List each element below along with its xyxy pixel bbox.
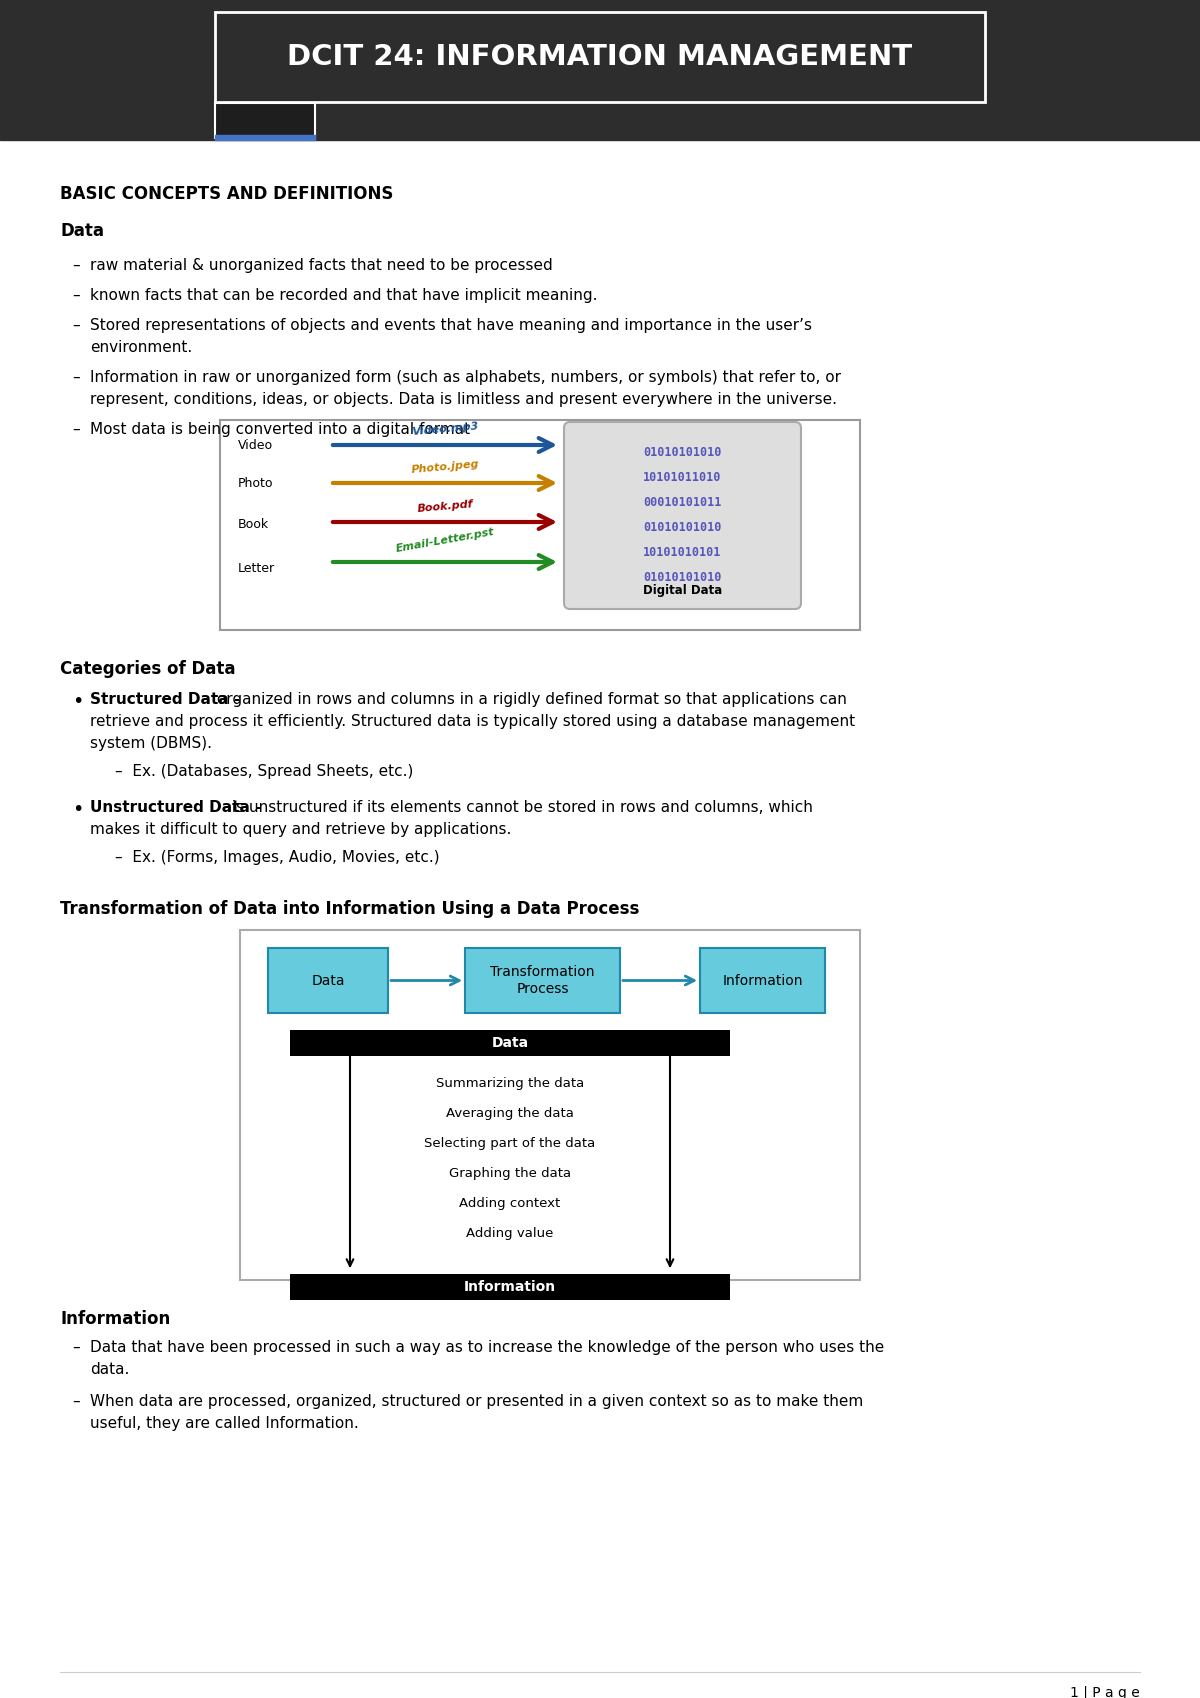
Bar — [240, 931, 860, 1280]
Text: 10101011010: 10101011010 — [643, 470, 721, 484]
Text: Video: Video — [238, 438, 274, 452]
Text: Graphing the data: Graphing the data — [449, 1168, 571, 1180]
Text: Information: Information — [464, 1280, 556, 1294]
Text: Digital Data: Digital Data — [643, 584, 722, 598]
Bar — [290, 1274, 730, 1301]
Text: Categories of Data: Categories of Data — [60, 661, 235, 678]
Text: Data: Data — [60, 222, 104, 239]
Text: Data: Data — [492, 1036, 528, 1049]
Text: •: • — [72, 800, 83, 818]
Text: retrieve and process it efficiently. Structured data is typically stored using a: retrieve and process it efficiently. Str… — [90, 713, 856, 728]
Text: data.: data. — [90, 1362, 130, 1377]
Text: Transformation of Data into Information Using a Data Process: Transformation of Data into Information … — [60, 900, 640, 919]
Text: Information in raw or unorganized form (such as alphabets, numbers, or symbols) : Information in raw or unorganized form (… — [90, 370, 841, 385]
Text: –: – — [72, 258, 79, 273]
Text: known facts that can be recorded and that have implicit meaning.: known facts that can be recorded and tha… — [90, 289, 598, 302]
Text: Structured Data -: Structured Data - — [90, 693, 240, 706]
Text: 1 | P a g e: 1 | P a g e — [1070, 1684, 1140, 1698]
Text: Photo: Photo — [238, 477, 274, 489]
Text: –: – — [72, 318, 79, 333]
Text: Book: Book — [238, 518, 269, 530]
Text: 01010101010: 01010101010 — [643, 571, 721, 584]
Text: Video.mp3: Video.mp3 — [412, 421, 479, 436]
Text: –  Ex. (Forms, Images, Audio, Movies, etc.): – Ex. (Forms, Images, Audio, Movies, etc… — [115, 851, 439, 864]
Bar — [215, 136, 314, 139]
Text: –: – — [72, 370, 79, 385]
Text: Book.pdf: Book.pdf — [416, 499, 474, 514]
Text: Email-Letter.pst: Email-Letter.pst — [395, 526, 496, 554]
Text: Letter: Letter — [238, 562, 275, 574]
Text: system (DBMS).: system (DBMS). — [90, 735, 212, 751]
Bar — [215, 12, 985, 102]
Text: Information: Information — [722, 973, 803, 988]
Text: Selecting part of the data: Selecting part of the data — [425, 1138, 595, 1151]
Bar — [215, 104, 314, 138]
Text: Adding context: Adding context — [460, 1197, 560, 1211]
Text: makes it difficult to query and retrieve by applications.: makes it difficult to query and retrieve… — [90, 822, 511, 837]
Text: –: – — [72, 1340, 79, 1355]
Bar — [220, 419, 860, 630]
Text: •: • — [72, 693, 83, 711]
Text: useful, they are called Information.: useful, they are called Information. — [90, 1416, 359, 1431]
Text: –: – — [72, 289, 79, 302]
Text: Transformation
Process: Transformation Process — [491, 966, 595, 995]
Text: –: – — [72, 1394, 79, 1409]
Text: BASIC CONCEPTS AND DEFINITIONS: BASIC CONCEPTS AND DEFINITIONS — [60, 185, 394, 204]
Bar — [0, 0, 1200, 139]
Text: is unstructured if its elements cannot be stored in rows and columns, which: is unstructured if its elements cannot b… — [227, 800, 812, 815]
Text: –: – — [72, 423, 79, 436]
Text: 01010101010: 01010101010 — [643, 447, 721, 458]
Text: DCIT 24: INFORMATION MANAGEMENT: DCIT 24: INFORMATION MANAGEMENT — [288, 42, 912, 71]
Text: Data: Data — [311, 973, 344, 988]
Bar — [268, 947, 388, 1014]
Text: 01010101010: 01010101010 — [643, 521, 721, 533]
Bar — [466, 947, 620, 1014]
Text: environment.: environment. — [90, 340, 192, 355]
Text: Averaging the data: Averaging the data — [446, 1107, 574, 1121]
Text: 10101010101: 10101010101 — [643, 547, 721, 559]
Bar — [290, 1031, 730, 1056]
Text: Adding value: Adding value — [467, 1228, 553, 1241]
Bar — [700, 947, 826, 1014]
Text: organized in rows and columns in a rigidly defined format so that applications c: organized in rows and columns in a rigid… — [212, 693, 847, 706]
Text: Most data is being converted into a digital format: Most data is being converted into a digi… — [90, 423, 470, 436]
Text: Unstructured Data -: Unstructured Data - — [90, 800, 262, 815]
Text: Stored representations of objects and events that have meaning and importance in: Stored representations of objects and ev… — [90, 318, 812, 333]
FancyBboxPatch shape — [564, 423, 802, 610]
Text: represent, conditions, ideas, or objects. Data is limitless and present everywhe: represent, conditions, ideas, or objects… — [90, 392, 838, 408]
Text: Information: Information — [60, 1309, 170, 1328]
Text: Photo.jpeg: Photo.jpeg — [410, 458, 480, 475]
Text: Data that have been processed in such a way as to increase the knowledge of the : Data that have been processed in such a … — [90, 1340, 884, 1355]
Text: raw material & unorganized facts that need to be processed: raw material & unorganized facts that ne… — [90, 258, 553, 273]
Text: When data are processed, organized, structured or presented in a given context s: When data are processed, organized, stru… — [90, 1394, 863, 1409]
Text: 00010101011: 00010101011 — [643, 496, 721, 509]
Text: Summarizing the data: Summarizing the data — [436, 1078, 584, 1090]
Text: –  Ex. (Databases, Spread Sheets, etc.): – Ex. (Databases, Spread Sheets, etc.) — [115, 764, 413, 779]
